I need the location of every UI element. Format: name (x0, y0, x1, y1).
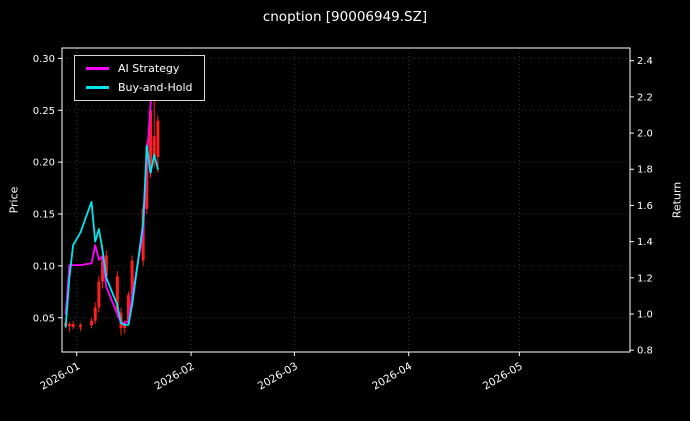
svg-text:1.0: 1.0 (637, 310, 653, 321)
svg-text:1.4: 1.4 (637, 237, 653, 248)
legend-label: Buy-and-Hold (118, 81, 193, 94)
svg-text:2.2: 2.2 (637, 92, 653, 103)
svg-text:2026-01: 2026-01 (38, 360, 82, 392)
chart-title: cnoption [90006949.SZ] (262, 9, 428, 25)
svg-text:1.8: 1.8 (637, 165, 653, 176)
svg-text:2026-02: 2026-02 (153, 360, 197, 392)
legend-item-ai-strategy: AI Strategy (86, 63, 193, 74)
svg-text:0.25: 0.25 (33, 106, 55, 117)
legend-swatch (86, 86, 109, 89)
svg-text:2026-05: 2026-05 (481, 360, 525, 392)
legend-swatch (86, 67, 109, 70)
svg-text:0.15: 0.15 (33, 210, 55, 221)
legend-item-buy-and-hold: Buy-and-Hold (86, 82, 193, 93)
svg-text:2026-03: 2026-03 (256, 360, 300, 392)
svg-text:0.10: 0.10 (33, 261, 55, 272)
svg-text:0.30: 0.30 (33, 54, 55, 65)
right-axis-label: Return (670, 181, 684, 219)
legend: AI Strategy Buy-and-Hold (74, 55, 205, 101)
legend-label: AI Strategy (118, 62, 180, 75)
svg-text:1.2: 1.2 (637, 273, 653, 284)
svg-text:0.20: 0.20 (33, 158, 55, 169)
svg-text:2.4: 2.4 (637, 56, 653, 67)
svg-text:1.6: 1.6 (637, 201, 653, 212)
svg-text:0.8: 0.8 (637, 346, 653, 357)
svg-text:0.05: 0.05 (33, 313, 55, 324)
svg-text:2.0: 2.0 (637, 129, 653, 140)
svg-text:2026-04: 2026-04 (370, 360, 414, 392)
left-axis-label: Price (7, 186, 21, 214)
